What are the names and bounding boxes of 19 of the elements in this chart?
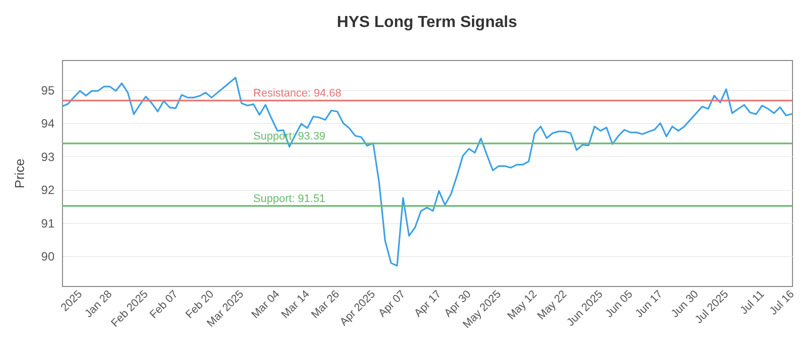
x-tick-label: Apr 07 xyxy=(376,288,408,320)
y-tick-label: 93 xyxy=(41,150,55,164)
y-axis-title: Price xyxy=(12,158,28,188)
line-series xyxy=(62,76,792,267)
chart-title: HYS Long Term Signals xyxy=(336,14,518,31)
y-tick-label: 91 xyxy=(41,216,55,230)
x-tick-label: Jul 11 xyxy=(738,288,767,317)
ref-line-label: Resistance: 94.68 xyxy=(253,88,342,100)
x-tick-label: May 22 xyxy=(535,288,570,322)
ref-line-label: Support: 91.51 xyxy=(253,192,326,205)
y-tick-label: 95 xyxy=(41,83,55,98)
x-tick-label: Jun 17 xyxy=(633,288,666,320)
y-tick-label: 94 xyxy=(41,116,55,131)
y-tick-label: 90 xyxy=(41,250,55,264)
x-tick-label: Jul 16 xyxy=(767,288,797,318)
x-tick-label: Jun 05 xyxy=(603,288,636,320)
x-tick-label: Feb 07 xyxy=(148,288,180,321)
y-tick-label: 92 xyxy=(41,183,55,198)
x-tick-label: Apr 17 xyxy=(412,288,444,320)
